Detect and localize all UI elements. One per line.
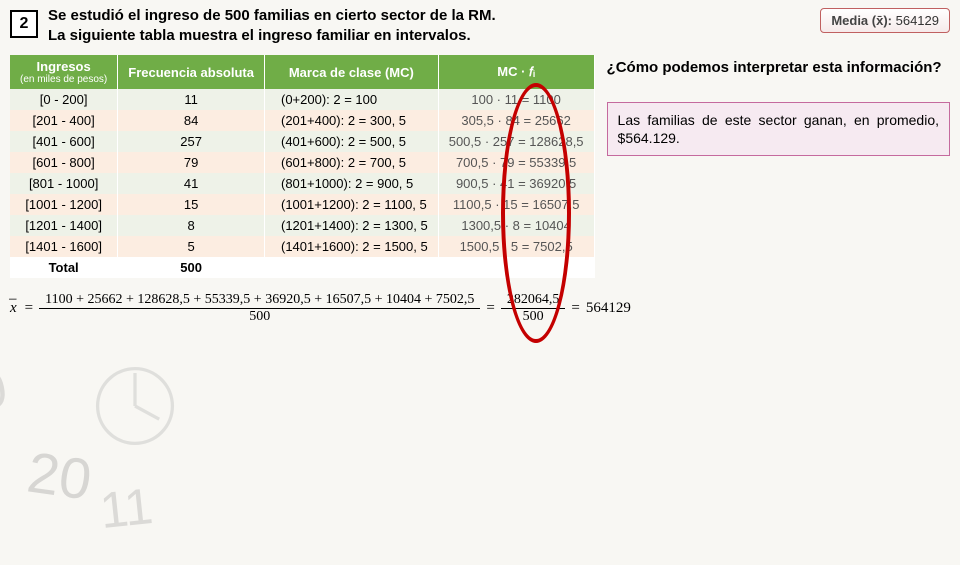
cell-freq: 79 [118, 152, 265, 173]
cell-mcfi: 100 · 11 = 1100 [438, 89, 594, 110]
svg-text:20: 20 [23, 440, 95, 512]
media-callout: Media (x̄): 564129 [820, 8, 950, 33]
cell-interval: [1401 - 1600] [10, 236, 118, 257]
prompt-line-2: La siguiente tabla muestra el ingreso fa… [48, 27, 471, 44]
cell-freq: 5 [118, 236, 265, 257]
interpretation-answer: Las familias de este sector ganan, en pr… [607, 102, 950, 156]
col1-subtitle: (en miles de pesos) [20, 74, 107, 85]
cell-interval: [1001 - 1200] [10, 194, 118, 215]
media-value: 564129 [896, 13, 939, 28]
cell-mcfi: 700,5 · 79 = 55339,5 [438, 152, 594, 173]
cell-mcfi: 305,5 · 84 = 25662 [438, 110, 594, 131]
mean-formula: x = 1100 + 25662 + 128628,5 + 55339,5 + … [10, 292, 950, 325]
svg-text:11: 11 [97, 477, 155, 539]
cell-mcfi: 900,5 · 41 = 36920,5 [438, 173, 594, 194]
cell-interval: [201 - 400] [10, 110, 118, 131]
total-freq: 500 [118, 257, 265, 278]
cell-mcfi: 500,5 · 257 = 128628,5 [438, 131, 594, 152]
cell-freq: 15 [118, 194, 265, 215]
cell-mc: (1001+1200): 2 = 1100, 5 [264, 194, 438, 215]
side-panel: ¿Cómo podemos interpretar esta informaci… [607, 55, 950, 278]
problem-statement: Se estudió el ingreso de 500 familias en… [48, 6, 810, 45]
cell-interval: [801 - 1000] [10, 173, 118, 194]
col-header-mc: Marca de clase (MC) [264, 55, 438, 89]
media-label: Media (x̄): [831, 13, 892, 28]
denominator-mid: 500 [517, 309, 550, 325]
cell-mc: (601+800): 2 = 700, 5 [264, 152, 438, 173]
cell-freq: 257 [118, 131, 265, 152]
cell-interval: [401 - 600] [10, 131, 118, 152]
cell-interval: [601 - 800] [10, 152, 118, 173]
prompt-line-1: Se estudió el ingreso de 500 familias en… [48, 7, 496, 24]
equals-2: = [486, 300, 494, 317]
table-row: [401 - 600]257(401+600): 2 = 500, 5500,5… [10, 131, 594, 152]
equals-3: = [571, 300, 579, 317]
cell-freq: 84 [118, 110, 265, 131]
problem-number: 2 [10, 10, 38, 38]
interpretation-question: ¿Cómo podemos interpretar esta informaci… [607, 59, 950, 78]
table-row-total: Total500 [10, 257, 594, 278]
col1-title: Ingresos [37, 59, 91, 74]
total-label: Total [10, 257, 118, 278]
cell-mc: (1401+1600): 2 = 1500, 5 [264, 236, 438, 257]
cell-mc: (1201+1400): 2 = 1300, 5 [264, 215, 438, 236]
cell-mc: (201+400): 2 = 300, 5 [264, 110, 438, 131]
table-row: [0 - 200]11(0+200): 2 = 100100 · 11 = 11… [10, 89, 594, 110]
x-bar-symbol: x [10, 300, 19, 317]
table-row: [1001 - 1200]15(1001+1200): 2 = 1100, 51… [10, 194, 594, 215]
header: 2 Se estudió el ingreso de 500 familias … [10, 6, 950, 45]
cell-freq: 41 [118, 173, 265, 194]
numerator-long: 1100 + 25662 + 128628,5 + 55339,5 + 3692… [39, 292, 480, 309]
equals-1: = [25, 300, 33, 317]
numerator-mid: 282064,5 [501, 292, 566, 309]
total-empty2 [438, 257, 594, 278]
table-row: [201 - 400]84(201+400): 2 = 300, 5305,5 … [10, 110, 594, 131]
svg-text:9: 9 [0, 358, 13, 422]
frequency-table: Ingresos (en miles de pesos) Frecuencia … [10, 55, 595, 278]
result: 564129 [586, 300, 631, 317]
background-decoration: 9 20 11 [0, 340, 190, 560]
cell-mc: (0+200): 2 = 100 [264, 89, 438, 110]
data-table-container: Ingresos (en miles de pesos) Frecuencia … [10, 55, 595, 278]
cell-mcfi: 1300,5 · 8 = 10404 [438, 215, 594, 236]
denominator-long: 500 [243, 309, 276, 325]
total-empty1 [264, 257, 438, 278]
cell-freq: 11 [118, 89, 265, 110]
fraction-long: 1100 + 25662 + 128628,5 + 55339,5 + 3692… [39, 292, 480, 325]
table-row: [1201 - 1400]8(1201+1400): 2 = 1300, 513… [10, 215, 594, 236]
cell-interval: [1201 - 1400] [10, 215, 118, 236]
table-row: [801 - 1000]41(801+1000): 2 = 900, 5900,… [10, 173, 594, 194]
col-header-frecuencia: Frecuencia absoluta [118, 55, 265, 89]
cell-freq: 8 [118, 215, 265, 236]
cell-interval: [0 - 200] [10, 89, 118, 110]
table-row: [601 - 800]79(601+800): 2 = 700, 5700,5 … [10, 152, 594, 173]
col-header-mcfi: MC · 𝑓ᵢ [438, 55, 594, 89]
cell-mc: (401+600): 2 = 500, 5 [264, 131, 438, 152]
cell-mc: (801+1000): 2 = 900, 5 [264, 173, 438, 194]
cell-mcfi: 1100,5 · 15 = 16507,5 [438, 194, 594, 215]
table-row: [1401 - 1600]5(1401+1600): 2 = 1500, 515… [10, 236, 594, 257]
cell-mcfi: 1500,5 · 5 = 7502,5 [438, 236, 594, 257]
col-header-ingresos: Ingresos (en miles de pesos) [10, 55, 118, 89]
fraction-mid: 282064,5 500 [501, 292, 566, 325]
